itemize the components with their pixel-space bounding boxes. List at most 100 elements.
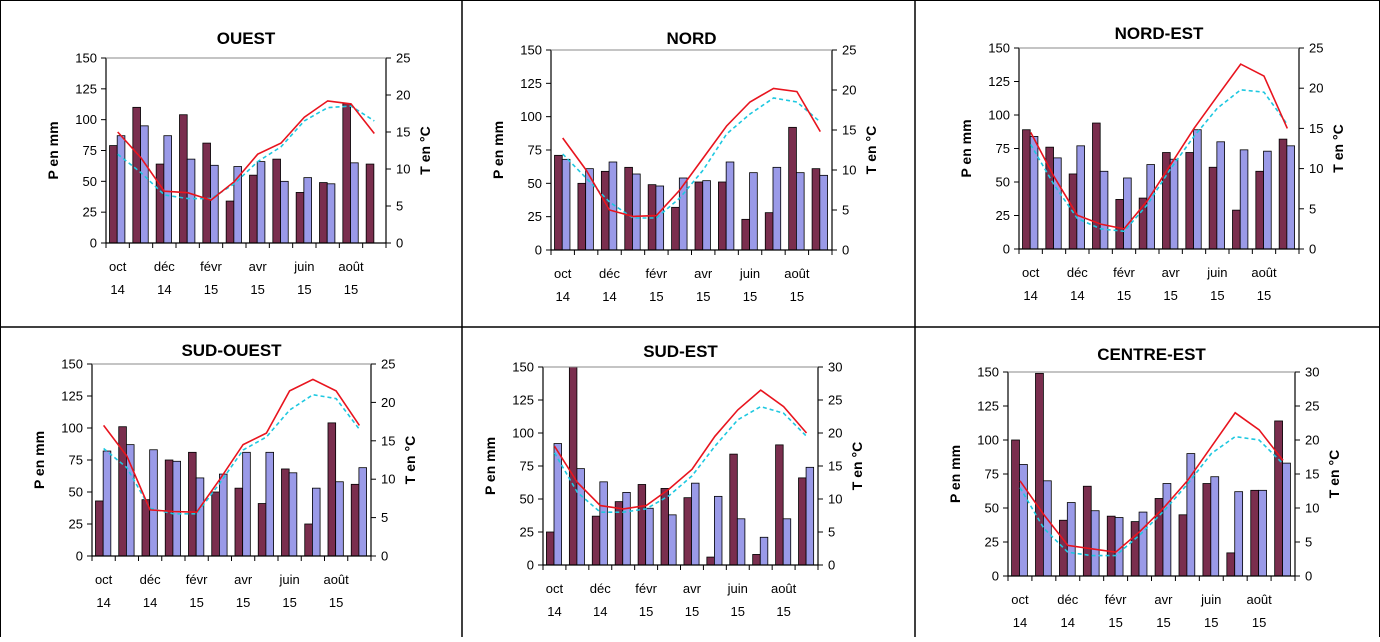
- chart-nord-est: NORD-EST 0 25 50 75 100 125 150 0 5 10 15 20 25 oct 14 d…: [958, 24, 1346, 303]
- x-tick-label-year: 14: [1061, 615, 1075, 630]
- y-tick-label: 125: [988, 74, 1010, 89]
- bar-series-1: [365, 163, 375, 244]
- x-tick-label-year: 15: [1204, 615, 1218, 630]
- x-tick-label-month: févr: [186, 572, 208, 587]
- bar-series-2: [1234, 491, 1244, 577]
- y2-tick-label: 15: [828, 459, 842, 474]
- bar-series-1: [1082, 485, 1092, 577]
- y2-tick-label: 10: [828, 492, 842, 507]
- bar-series-1: [683, 497, 692, 566]
- bar-series-2: [102, 450, 112, 557]
- bar-series-1: [179, 114, 188, 244]
- bar-series-2: [1169, 158, 1179, 250]
- bar-series-1: [1178, 514, 1188, 577]
- x-tick-label-month: déc: [140, 572, 161, 587]
- y-tick-label: 25: [985, 535, 999, 550]
- line-series-4: [553, 405, 808, 513]
- bar-series-1: [764, 212, 774, 251]
- y-tick-label: 50: [520, 492, 534, 507]
- y2-tick-label: 5: [1305, 535, 1312, 550]
- x-tick-label-month: oct: [95, 572, 113, 587]
- x-tick-label-year: 15: [1156, 615, 1170, 630]
- bar-series-2: [1286, 145, 1295, 250]
- y-tick-label: 125: [977, 399, 999, 414]
- y2-tick-label: 25: [381, 357, 395, 372]
- bar-series-1: [1208, 166, 1218, 250]
- y2-tick-label: 25: [828, 393, 842, 408]
- bar-series-1: [624, 166, 633, 251]
- y-tick-label: 50: [83, 174, 97, 189]
- bar-series-2: [1193, 129, 1202, 250]
- y-tick-label: 125: [61, 389, 83, 404]
- y-axis-label: P en mm: [958, 119, 974, 177]
- y-tick-label: 25: [996, 208, 1010, 223]
- bar-series-1: [304, 523, 313, 557]
- bar-series-2: [126, 444, 135, 557]
- bar-series-2: [736, 518, 746, 566]
- y2-tick-label: 0: [1305, 569, 1312, 584]
- y2-tick-label: 15: [396, 125, 410, 140]
- x-tick-label-year: 15: [743, 289, 757, 304]
- y2-tick-label: 10: [396, 162, 410, 177]
- bar-series-2: [1239, 149, 1249, 250]
- y2-tick-label: 5: [842, 203, 849, 218]
- line-series-3: [102, 378, 361, 514]
- bar-series-1: [1232, 209, 1241, 250]
- y2-tick-label: 5: [396, 199, 403, 214]
- y2-tick-label: 0: [381, 549, 388, 564]
- x-tick-label-year: 14: [555, 289, 569, 304]
- y-tick-label: 125: [512, 393, 534, 408]
- y-tick-label: 0: [527, 558, 534, 573]
- y-tick-label: 75: [528, 143, 542, 158]
- chart-sud-est: SUD-EST 0 25 50 75 100 125 150 0 5 10 15 20 25 30 oct 14…: [482, 342, 865, 619]
- bar-series-2: [1042, 480, 1052, 577]
- bar-series-1: [1130, 521, 1140, 577]
- line-series-3: [553, 389, 808, 510]
- x-tick-label-year: 14: [143, 595, 157, 610]
- line-series-4: [1019, 435, 1284, 557]
- y-tick-label: 100: [988, 108, 1010, 123]
- y2-tick-label: 25: [1305, 399, 1319, 414]
- x-tick-label-month: déc: [599, 266, 620, 281]
- bar-series-1: [591, 515, 601, 566]
- chart-title: NORD: [666, 29, 716, 48]
- bar-series-1: [637, 484, 647, 566]
- bar-series-1: [327, 422, 337, 557]
- bar-series-1: [272, 158, 281, 244]
- chart-sud-ouest: SUD-OUEST 0 25 50 75 100 125 150 0 5 10 15 20 25 oct 14…: [31, 341, 418, 610]
- bar-series-2: [819, 174, 828, 251]
- x-tick-label-month: juin: [1206, 265, 1227, 280]
- x-tick-label-year: 15: [344, 282, 358, 297]
- y-tick-label: 75: [985, 467, 999, 482]
- y-axis-label: P en mm: [45, 121, 61, 179]
- x-tick-label-year: 15: [649, 289, 663, 304]
- bar-series-2: [782, 518, 792, 566]
- y2-tick-label: 20: [1305, 433, 1319, 448]
- bar-series-1: [752, 554, 761, 566]
- chart-panel-2: NORD 0 25 50 75 100 125 150 0 5 10 15 20 25 oct 14 déc 14…: [462, 0, 915, 327]
- x-tick-label-month: oct: [554, 266, 572, 281]
- y-tick-label: 50: [528, 176, 542, 191]
- y-tick-label: 50: [69, 485, 83, 500]
- y2-tick-label: 25: [396, 51, 410, 66]
- bar-series-1: [225, 200, 235, 244]
- line-series-3: [1029, 63, 1289, 230]
- x-tick-label-month: avr: [694, 266, 713, 281]
- bar-series-2: [702, 180, 711, 251]
- bar-series-2: [1162, 483, 1172, 577]
- x-tick-label-month: déc: [1067, 265, 1088, 280]
- x-tick-label-month: août: [771, 581, 797, 596]
- y-tick-label: 150: [977, 365, 999, 380]
- x-tick-label-year: 15: [329, 595, 343, 610]
- chart-title: OUEST: [217, 29, 276, 48]
- y2-axis-label: T en °C: [417, 126, 433, 174]
- y-tick-label: 150: [75, 51, 97, 66]
- bar-series-2: [759, 536, 769, 566]
- bar-series-1: [729, 453, 738, 566]
- bar-series-1: [1092, 122, 1101, 250]
- bar-series-1: [342, 103, 351, 244]
- bar-series-2: [358, 467, 367, 557]
- y2-tick-label: 15: [381, 433, 395, 448]
- x-tick-label-month: févr: [1113, 265, 1135, 280]
- bar-series-2: [256, 161, 266, 244]
